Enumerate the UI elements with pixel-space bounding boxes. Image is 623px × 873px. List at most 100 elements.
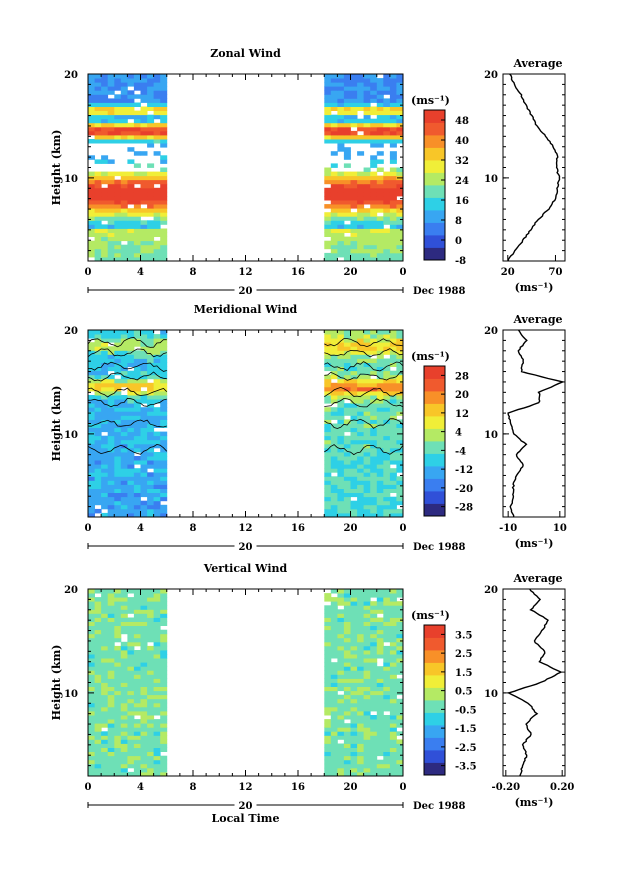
heatmap-cell xyxy=(330,228,338,233)
heatmap-cell xyxy=(363,589,371,594)
heatmap-cell xyxy=(140,244,148,250)
heatmap-cell xyxy=(337,399,345,404)
heatmap-cell xyxy=(94,110,102,116)
heatmap-cell xyxy=(153,346,161,351)
heatmap-cell xyxy=(324,654,332,659)
heatmap-cell xyxy=(396,512,404,518)
heatmap-cell xyxy=(330,662,338,667)
heatmap-cell xyxy=(153,767,161,773)
heatmap-cell xyxy=(153,114,161,120)
heatmap-cell xyxy=(133,378,141,384)
heatmap-cell xyxy=(343,228,351,233)
heatmap-cell xyxy=(94,204,102,209)
heatmap-cell xyxy=(101,694,109,700)
heatmap-cell xyxy=(343,633,351,639)
heatmap-cell xyxy=(337,601,345,606)
contour-line xyxy=(324,386,404,398)
heatmap-cell xyxy=(330,163,338,168)
heatmap-cell xyxy=(370,658,378,663)
heatmap-cell xyxy=(120,658,128,663)
heatmap-cell xyxy=(357,763,365,769)
heatmap-cell xyxy=(107,771,115,777)
heatmap-cell xyxy=(160,171,168,177)
heatmap-cell xyxy=(350,609,358,614)
heatmap-cell xyxy=(147,743,155,748)
colorbar-tick-label: 32 xyxy=(455,156,469,167)
heatmap-cell xyxy=(330,358,338,363)
heatmap-cell xyxy=(94,338,102,343)
heatmap-cell xyxy=(94,666,102,671)
heatmap-cell xyxy=(101,492,109,498)
heatmap-cell xyxy=(357,690,365,696)
heatmap-cell xyxy=(383,512,391,518)
heatmap-cell xyxy=(396,224,404,229)
heatmap-cell xyxy=(330,605,338,610)
colorbar-segment xyxy=(424,478,445,492)
heatmap-cell xyxy=(140,662,148,667)
heatmap-cell xyxy=(337,431,345,437)
heatmap-cell xyxy=(153,593,161,598)
heatmap-cell xyxy=(330,609,338,614)
x-tick-label: 16 xyxy=(291,782,305,793)
heatmap-cell xyxy=(324,767,332,773)
heatmap-cell xyxy=(389,216,397,221)
heatmap-cell xyxy=(376,597,384,602)
heatmap-cell xyxy=(127,460,135,465)
heatmap-cell xyxy=(324,74,332,79)
heatmap-cell xyxy=(107,468,115,473)
heatmap-cell xyxy=(396,330,404,335)
heatmap-cell xyxy=(140,747,148,752)
heatmap-cell xyxy=(160,601,168,606)
heatmap-cell xyxy=(324,118,332,124)
heatmap-cell xyxy=(153,711,161,716)
colorbar-segment xyxy=(424,637,445,651)
heatmap-cell xyxy=(324,196,332,201)
heatmap-cell xyxy=(324,694,332,700)
heatmap-cell xyxy=(389,358,397,363)
heatmap-cell xyxy=(94,743,102,748)
colorbar-tick-label: 40 xyxy=(455,136,469,147)
heatmap-cell xyxy=(357,382,365,388)
heatmap-cell xyxy=(330,751,338,757)
heatmap-cell xyxy=(101,601,109,606)
heatmap-cell xyxy=(133,139,141,144)
heatmap-cell xyxy=(343,597,351,602)
heatmap-cell xyxy=(101,650,109,655)
heatmap-cell xyxy=(330,755,338,761)
heatmap-cell xyxy=(147,427,155,433)
heatmap-cell xyxy=(114,216,122,221)
heatmap-cell xyxy=(114,589,122,594)
profile-x-tick-label: -10 xyxy=(499,523,517,534)
heatmap-cell xyxy=(127,244,135,250)
heatmap-cell xyxy=(160,98,168,103)
heatmap-cell xyxy=(120,682,128,687)
heatmap-cell xyxy=(383,480,391,485)
heatmap-cell xyxy=(343,500,351,506)
heatmap-cell xyxy=(127,743,135,748)
heatmap-cell xyxy=(114,767,122,773)
heatmap-cell xyxy=(389,743,397,748)
heatmap-cell xyxy=(389,771,397,777)
heatmap-cell xyxy=(127,715,135,720)
heatmap-cell xyxy=(133,460,141,465)
heatmap-cell xyxy=(114,702,122,708)
heatmap-cell xyxy=(389,419,397,424)
heatmap-cell xyxy=(114,350,122,355)
heatmap-cell xyxy=(160,200,168,205)
heatmap-cell xyxy=(383,593,391,598)
heatmap-cell xyxy=(114,460,122,465)
heatmap-cell xyxy=(94,427,102,433)
heatmap-cell xyxy=(88,751,95,757)
heatmap-cell xyxy=(153,698,161,704)
heatmap-cell xyxy=(343,354,351,359)
heatmap-cell xyxy=(160,110,168,116)
heatmap-cell xyxy=(94,650,102,655)
heatmap-cell xyxy=(343,686,351,692)
heatmap-cell xyxy=(350,508,358,514)
heatmap-cell xyxy=(376,593,384,598)
heatmap-cell xyxy=(160,415,168,420)
heatmap-cell xyxy=(127,378,135,384)
heatmap-cell xyxy=(160,122,168,128)
heatmap-cell xyxy=(330,641,338,647)
heatmap-cell xyxy=(88,362,95,367)
